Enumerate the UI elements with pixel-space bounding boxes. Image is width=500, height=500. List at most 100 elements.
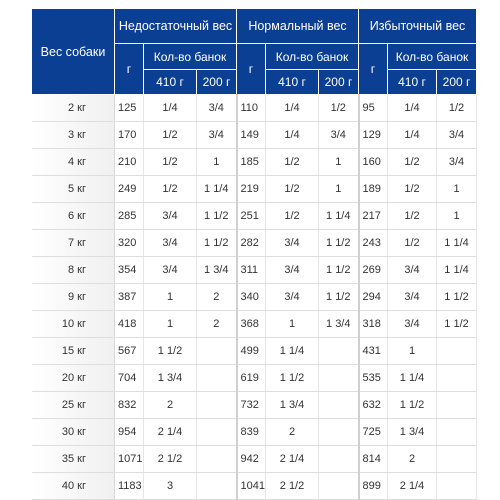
cell-over-can-200: 1: [436, 175, 478, 203]
cell-normal-can-200: 1: [318, 148, 359, 176]
feeding-table: Вес собаки Недостаточный вес Нормальный …: [31, 8, 478, 500]
table-row: 7 кг 320 3/4 1 1/2 282 3/4 1 1/2 243 1/2 1 1/4: [31, 229, 478, 257]
header-cans: Кол-во банок: [386, 43, 478, 70]
cell-normal-can-200: 1 3/4: [318, 310, 359, 338]
cell-dog-weight: 40 кг: [31, 472, 115, 500]
cell-normal-grams: 185: [235, 148, 266, 176]
header-can-410: 410 г: [143, 69, 197, 95]
table-row: 15 кг 567 1 1/2 499 1 1/4 431 1: [31, 337, 478, 365]
cell-over-can-410: 1 3/4: [387, 418, 437, 446]
cell-normal-can-200: 1 1/2: [318, 256, 359, 284]
cell-dog-weight: 2 кг: [31, 94, 115, 122]
cell-over-can-410: 3/4: [387, 283, 437, 311]
cell-under-can-200: [196, 472, 237, 500]
cell-over-can-410: 3/4: [387, 256, 437, 284]
table-row: 4 кг 210 1/2 1 185 1/2 1 160 1/2 3/4: [31, 148, 478, 176]
cell-normal-can-200: 1 1/2: [318, 283, 359, 311]
cell-under-can-200: [196, 391, 237, 419]
cell-over-can-410: 2 1/4: [387, 472, 437, 500]
header-cans: Кол-во банок: [143, 43, 237, 70]
cell-over-grams: 814: [357, 445, 388, 473]
cell-under-can-410: 1/2: [143, 121, 197, 149]
cell-under-can-200: 1 1/4: [196, 175, 237, 203]
table-row: 2 кг 125 1/4 3/4 110 1/4 1/2 95 1/4 1/2: [31, 94, 478, 122]
cell-normal-can-200: 1/2: [318, 94, 359, 122]
cell-under-can-200: 2: [196, 283, 237, 311]
cell-over-can-200: [436, 472, 478, 500]
cell-under-can-410: 3/4: [143, 202, 197, 230]
cell-over-can-200: [436, 337, 478, 365]
cell-normal-can-410: 1 1/2: [265, 364, 319, 392]
cell-dog-weight: 5 кг: [31, 175, 115, 203]
cell-under-grams: 387: [114, 283, 144, 311]
cell-over-can-200: [436, 391, 478, 419]
cell-normal-can-410: 1/2: [265, 175, 319, 203]
cell-under-can-200: [196, 364, 237, 392]
cell-normal-can-200: [318, 364, 359, 392]
cell-normal-grams: 942: [235, 445, 266, 473]
header-grams: г: [114, 43, 144, 95]
cell-under-grams: 354: [114, 256, 144, 284]
cell-dog-weight: 8 кг: [31, 256, 115, 284]
cell-over-grams: 217: [357, 202, 388, 230]
cell-under-can-200: 3/4: [196, 121, 237, 149]
cell-under-grams: 249: [114, 175, 144, 203]
cell-over-can-410: 1/2: [387, 229, 437, 257]
cell-under-grams: 320: [114, 229, 144, 257]
cell-over-can-410: 1 1/2: [387, 391, 437, 419]
table-row: 25 кг 832 2 732 1 3/4 632 1 1/2: [31, 391, 478, 419]
cell-normal-can-200: 1 1/4: [318, 202, 359, 230]
cell-over-can-410: 1/4: [387, 94, 437, 122]
cell-over-can-410: 1/2: [387, 175, 437, 203]
table-body: 2 кг 125 1/4 3/4 110 1/4 1/2 95 1/4 1/2 3 кг 170 1/2…: [31, 94, 478, 500]
cell-normal-can-200: 1: [318, 175, 359, 203]
cell-over-can-200: 1 1/2: [436, 310, 478, 338]
cell-under-can-200: 3/4: [196, 94, 237, 122]
cell-over-grams: 899: [357, 472, 388, 500]
header-can-200: 200 г: [318, 69, 359, 95]
cell-dog-weight: 7 кг: [31, 229, 115, 257]
cell-over-can-410: 1/4: [387, 121, 437, 149]
cell-normal-grams: 368: [235, 310, 266, 338]
cell-dog-weight: 6 кг: [31, 202, 115, 230]
cell-under-grams: 1071: [114, 445, 144, 473]
cell-over-grams: 243: [357, 229, 388, 257]
cell-normal-grams: 251: [235, 202, 266, 230]
cell-under-can-410: 2 1/2: [143, 445, 197, 473]
table-header: Вес собаки Недостаточный вес Нормальный …: [31, 8, 478, 95]
cell-dog-weight: 4 кг: [31, 148, 115, 176]
cell-under-grams: 210: [114, 148, 144, 176]
cell-over-can-410: 1: [387, 337, 437, 365]
cell-over-can-200: 1 1/4: [436, 256, 478, 284]
cell-normal-grams: 311: [235, 256, 266, 284]
cell-normal-grams: 110: [235, 94, 266, 122]
cell-normal-grams: 219: [235, 175, 266, 203]
cell-under-can-200: 1 1/2: [196, 229, 237, 257]
cell-under-grams: 1183: [114, 472, 144, 500]
cell-under-can-200: 2: [196, 310, 237, 338]
cell-over-can-200: [436, 418, 478, 446]
cell-under-grams: 567: [114, 337, 144, 365]
table-row: 5 кг 249 1/2 1 1/4 219 1/2 1 189 1/2 1: [31, 175, 478, 203]
cell-over-can-410: 2: [387, 445, 437, 473]
cell-over-can-200: 1 1/4: [436, 229, 478, 257]
cell-under-can-410: 1/4: [143, 94, 197, 122]
cell-normal-grams: 1041: [235, 472, 266, 500]
cell-over-grams: 725: [357, 418, 388, 446]
header-group-underweight: Недостаточный вес: [114, 8, 237, 44]
cell-normal-can-410: 1/4: [265, 121, 319, 149]
cell-over-can-200: 3/4: [436, 148, 478, 176]
cell-normal-can-410: 2: [265, 418, 319, 446]
cell-normal-can-410: 3/4: [265, 283, 319, 311]
header-can-200: 200 г: [196, 69, 237, 95]
cell-over-can-200: 1: [436, 202, 478, 230]
cell-under-can-200: 1: [196, 148, 237, 176]
cell-over-grams: 431: [357, 337, 388, 365]
cell-under-grams: 170: [114, 121, 144, 149]
table-row: 40 кг 1183 3 1041 2 1/2 899 2 1/4: [31, 472, 478, 500]
cell-dog-weight: 10 кг: [31, 310, 115, 338]
cell-under-can-410: 1: [143, 283, 197, 311]
cell-normal-can-410: 1 1/4: [265, 337, 319, 365]
cell-under-can-200: 1 3/4: [196, 256, 237, 284]
cell-normal-can-410: 1/2: [265, 148, 319, 176]
